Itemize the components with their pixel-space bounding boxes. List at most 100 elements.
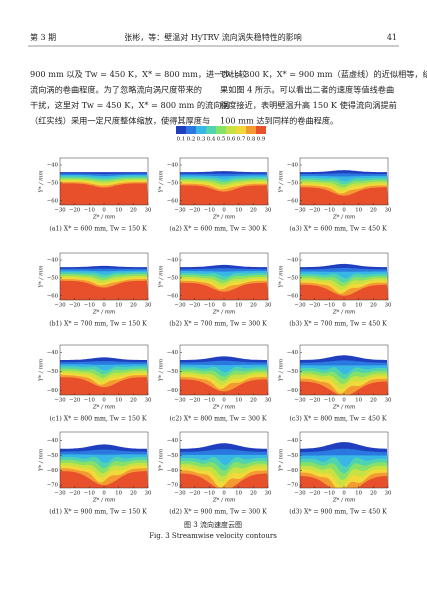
x-tick-label: 0 bbox=[222, 398, 226, 404]
y-axis-label: Y* / mm bbox=[279, 170, 285, 192]
x-tick-label: 30 bbox=[145, 398, 152, 404]
y-tick-label: −40 bbox=[287, 258, 299, 264]
x-tick-label: 10 bbox=[355, 208, 362, 214]
x-tick-label: 0 bbox=[222, 208, 226, 214]
x-axis-label: Z* / mm bbox=[212, 215, 235, 221]
y-tick-label: −50 bbox=[167, 180, 179, 186]
x-axis-label: Z* / mm bbox=[92, 215, 115, 221]
panel-caption: (b3) X* = 700 mm, Tw = 450 K bbox=[289, 321, 387, 328]
y-tick-label: −60 bbox=[287, 198, 299, 204]
velocity-layer bbox=[300, 187, 388, 205]
x-tick-label: 10 bbox=[115, 208, 122, 214]
x-tick-label: 10 bbox=[115, 491, 122, 497]
x-tick-label: −10 bbox=[204, 208, 216, 214]
x-tick-label: 0 bbox=[342, 303, 346, 309]
y-tick-label: −70 bbox=[47, 483, 59, 489]
y-tick-label: −60 bbox=[47, 388, 59, 394]
x-tick-label: −20 bbox=[69, 491, 81, 497]
contour-field bbox=[180, 432, 268, 488]
body-line: Tw = 300 K，X* = 900 mm（蓝虚线）的近似相等，结 bbox=[220, 69, 427, 79]
x-tick-label: −20 bbox=[189, 491, 201, 497]
colorbar-cell bbox=[226, 126, 236, 134]
x-tick-label: 10 bbox=[355, 491, 362, 497]
colorbar-cell bbox=[246, 126, 256, 134]
x-tick-label: 30 bbox=[145, 303, 152, 309]
panel-caption: (a2) X* = 600 mm, Tw = 300 K bbox=[169, 226, 267, 233]
x-axis-label: Z* / mm bbox=[92, 310, 115, 316]
x-tick-label: −20 bbox=[69, 398, 81, 404]
velocity-layer bbox=[300, 284, 388, 300]
y-axis-label: Y* / mm bbox=[159, 449, 165, 471]
colorbar-tick-label: 0.9 bbox=[257, 137, 266, 143]
x-tick-label: 20 bbox=[130, 491, 137, 497]
x-tick-label: 30 bbox=[265, 398, 272, 404]
x-tick-label: 30 bbox=[145, 208, 152, 214]
contour-panel: −30 −20 −10 0 10 20 30Z* / mm−40−50−60Y* / mm(… bbox=[279, 157, 392, 233]
x-tick-label: −20 bbox=[189, 303, 201, 309]
colorbar-tick-label: 0.8 bbox=[247, 137, 256, 143]
x-tick-label: 0 bbox=[342, 398, 346, 404]
x-tick-label: −10 bbox=[204, 398, 216, 404]
y-axis-label: Y* / mm bbox=[39, 170, 45, 192]
x-axis-label: Z* / mm bbox=[332, 310, 355, 316]
panel-caption: (d3) X* = 900 mm, Tw = 450 K bbox=[289, 509, 387, 516]
y-tick-label: −50 bbox=[47, 180, 59, 186]
y-tick-label: −50 bbox=[47, 275, 59, 281]
y-tick-label: −40 bbox=[47, 350, 59, 356]
y-tick-label: −60 bbox=[47, 468, 59, 474]
issue: 第 3 期 bbox=[30, 32, 56, 42]
colorbar-cell bbox=[256, 126, 266, 134]
contour-panel: −30 −20 −10 0 10 20 30Z* / mm−40−50−60Y* / mm(… bbox=[39, 344, 152, 423]
y-tick-label: −60 bbox=[47, 293, 59, 299]
x-tick-label: −10 bbox=[324, 398, 336, 404]
y-axis-label: Y* / mm bbox=[279, 359, 285, 381]
y-tick-label: −40 bbox=[167, 438, 179, 444]
x-tick-label: 0 bbox=[222, 491, 226, 497]
x-tick-label: −20 bbox=[309, 303, 321, 309]
x-axis-label: Z* / mm bbox=[212, 405, 235, 411]
y-tick-label: −40 bbox=[167, 350, 179, 356]
x-tick-label: 0 bbox=[222, 303, 226, 309]
contour-panel: −30 −20 −10 0 10 20 30Z* / mm−40−50−60Y* / mm(… bbox=[39, 157, 152, 233]
colorbar-cell bbox=[236, 126, 246, 134]
contour-panel: −30 −20 −10 0 10 20 30Z* / mm−40−50−60Y* / mm(… bbox=[159, 252, 272, 328]
y-tick-label: −60 bbox=[167, 388, 179, 394]
y-tick-label: −50 bbox=[287, 453, 299, 459]
colorbar-cell bbox=[196, 126, 206, 134]
y-axis-label: Y* / mm bbox=[279, 449, 285, 471]
x-tick-label: −30 bbox=[174, 491, 186, 497]
body-line: 100 mm 达到同样的卷曲程度。 bbox=[220, 116, 338, 126]
y-tick-label: −40 bbox=[47, 163, 59, 169]
x-tick-label: −30 bbox=[54, 491, 66, 497]
contour-field bbox=[180, 253, 268, 300]
x-tick-label: 30 bbox=[265, 491, 272, 497]
y-tick-label: −60 bbox=[167, 198, 179, 204]
y-tick-label: −50 bbox=[47, 453, 59, 459]
x-tick-label: 30 bbox=[385, 491, 392, 497]
contour-field bbox=[180, 158, 268, 205]
x-tick-label: −30 bbox=[54, 208, 66, 214]
x-tick-label: 10 bbox=[115, 398, 122, 404]
x-tick-label: 30 bbox=[385, 398, 392, 404]
body-line: 流向涡的卷曲程度。为了忽略流向涡尺度带来的 bbox=[30, 85, 202, 95]
body-line: 900 mm 以及 Tw = 450 K，X* = 800 mm，进一步比较 bbox=[30, 69, 247, 79]
velocity-layer bbox=[60, 471, 148, 488]
y-tick-label: −50 bbox=[287, 369, 299, 375]
x-tick-label: 10 bbox=[235, 303, 242, 309]
colorbar-tick-label: 0.3 bbox=[197, 137, 206, 143]
colorbar-tick-label: 0.2 bbox=[187, 137, 196, 143]
x-axis-label: Z* / mm bbox=[332, 498, 355, 504]
x-tick-label: 30 bbox=[145, 491, 152, 497]
x-tick-label: −30 bbox=[294, 398, 306, 404]
contour-field bbox=[180, 345, 268, 395]
y-tick-label: −50 bbox=[167, 369, 179, 375]
x-tick-label: 10 bbox=[355, 303, 362, 309]
y-tick-label: −60 bbox=[47, 198, 59, 204]
x-tick-label: −20 bbox=[309, 398, 321, 404]
y-axis-label: Y* / mm bbox=[159, 265, 165, 287]
x-tick-label: 0 bbox=[102, 303, 106, 309]
x-tick-label: 0 bbox=[342, 208, 346, 214]
x-tick-label: 30 bbox=[265, 208, 272, 214]
colorbar-cell bbox=[186, 126, 196, 134]
